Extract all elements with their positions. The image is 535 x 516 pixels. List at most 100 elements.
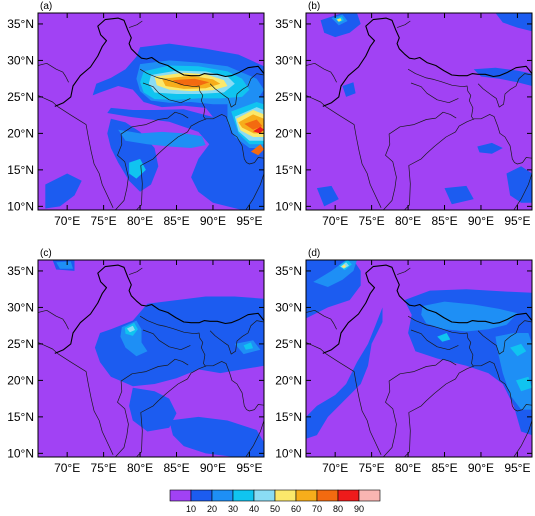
contour-region [244, 119, 263, 130]
colorbar-label: 20 [207, 504, 217, 514]
colorbar-swatch [274, 489, 297, 502]
boundary-line [306, 95, 382, 208]
contour-region [306, 307, 383, 439]
contour-region [172, 78, 210, 86]
y-tick-label: 35°N [7, 264, 34, 278]
boundary-line [407, 68, 474, 120]
colorbar-label: 60 [291, 504, 301, 514]
contour-region [250, 144, 264, 156]
x-tick-label: 90°E [200, 461, 226, 475]
panel-label: (b) [308, 1, 320, 12]
boundary-line [209, 320, 264, 355]
contour-region [444, 185, 474, 205]
boundary-line [383, 111, 457, 210]
y-tick-label: 35°N [275, 17, 302, 31]
y-tick-label: 20°N [7, 373, 34, 387]
contour-fill-group [38, 260, 264, 457]
y-tick-label: 10°N [7, 199, 34, 213]
contour-region [56, 261, 73, 269]
boundary-line [360, 260, 362, 261]
map-frame [37, 259, 265, 458]
boundary-line [477, 73, 532, 108]
contour-region [126, 325, 135, 333]
boundary-line [92, 260, 94, 261]
contour-region [473, 67, 532, 86]
y-tick-label: 25°N [275, 90, 302, 104]
boundary-line [396, 267, 411, 275]
colorbar-swatch [316, 489, 339, 502]
boundary-line [513, 173, 532, 210]
x-tick-label: 75°E [91, 461, 117, 475]
y-tick-label: 30°N [7, 53, 34, 67]
contour-region [320, 13, 361, 38]
boundary-line [383, 358, 457, 457]
boundary-line [407, 315, 474, 367]
x-tick-label: 70°E [54, 461, 80, 475]
y-tick-label: 35°N [275, 264, 302, 278]
panel-label: (c) [40, 248, 52, 259]
colorbar-swatch [358, 489, 381, 502]
y-tick-label: 15°N [275, 163, 302, 177]
contour-region [94, 296, 264, 387]
x-tick-label: 90°E [200, 214, 226, 228]
contour-region [118, 129, 206, 148]
boundary-line [360, 13, 362, 14]
contour-fill-group [38, 13, 264, 210]
x-tick-label: 80°E [127, 461, 153, 475]
panel-label: (a) [40, 1, 52, 12]
contour-region [243, 342, 254, 350]
colorbar-label: 90 [354, 504, 364, 514]
x-tick-label: 70°E [322, 461, 348, 475]
colorbar-swatch [211, 489, 234, 502]
boundary-line [38, 342, 114, 455]
boundary-line [136, 361, 264, 457]
contour-region [316, 185, 339, 207]
contour-region [495, 13, 532, 32]
y-tick-label: 20°N [275, 126, 302, 140]
y-tick-label: 15°N [275, 410, 302, 424]
map-panel: 70°E 75°E 80°E 85°E 90°E 95°E 10°N 15°N 20°N 25°N… [275, 248, 533, 475]
boundary-line [306, 309, 337, 330]
boundary-line [209, 73, 264, 108]
boundary-line [245, 173, 264, 210]
x-tick-label: 85°E [431, 461, 457, 475]
colorbar-label: 70 [312, 504, 322, 514]
y-tick-label: 30°N [7, 300, 34, 314]
contour-region [169, 416, 264, 457]
x-tick-label: 95°E [236, 214, 262, 228]
boundary-line [139, 68, 206, 120]
x-tick-label: 95°E [504, 214, 530, 228]
colorbar-swatch [232, 489, 255, 502]
boundary-line [92, 13, 94, 14]
y-tick-label: 15°N [7, 163, 34, 177]
boundary-line [322, 17, 532, 107]
contour-region [107, 118, 159, 192]
contour-region [336, 18, 342, 22]
colorbar-label: 50 [270, 504, 280, 514]
background-fill [306, 13, 532, 210]
x-tick-label: 70°E [54, 214, 80, 228]
boundary-line [38, 309, 69, 330]
boundary-line [128, 20, 143, 28]
boundary-line [404, 361, 532, 457]
contour-fill-group [306, 260, 532, 457]
map-panel: 70°E 75°E 80°E 85°E 90°E 95°E 10°N 15°N 20°N 25°N… [275, 1, 533, 228]
contour-region [437, 333, 451, 342]
panel-label: (d) [308, 248, 320, 259]
map-panel: 70°E 75°E 80°E 85°E 90°E 95°E 10°N 15°N 20°N 25°N… [7, 1, 265, 228]
y-tick-label: 25°N [7, 90, 34, 104]
boundary-line [410, 82, 459, 104]
contour-region [107, 107, 264, 210]
map-panels: 70°E 75°E 80°E 85°E 90°E 95°E 10°N 15°N 20°N 25°N… [7, 1, 533, 475]
boundary-line [306, 62, 337, 83]
map-frame [37, 12, 265, 211]
boundary-line [245, 420, 264, 457]
contour-region [253, 126, 264, 134]
colorbar-label: 10 [186, 504, 196, 514]
colorbar-label: 30 [228, 504, 238, 514]
colorbar-swatch [253, 489, 276, 502]
contour-region [510, 343, 527, 357]
map-frame [305, 12, 533, 211]
colorbar-swatch [295, 489, 318, 502]
boundary-line [322, 264, 532, 354]
